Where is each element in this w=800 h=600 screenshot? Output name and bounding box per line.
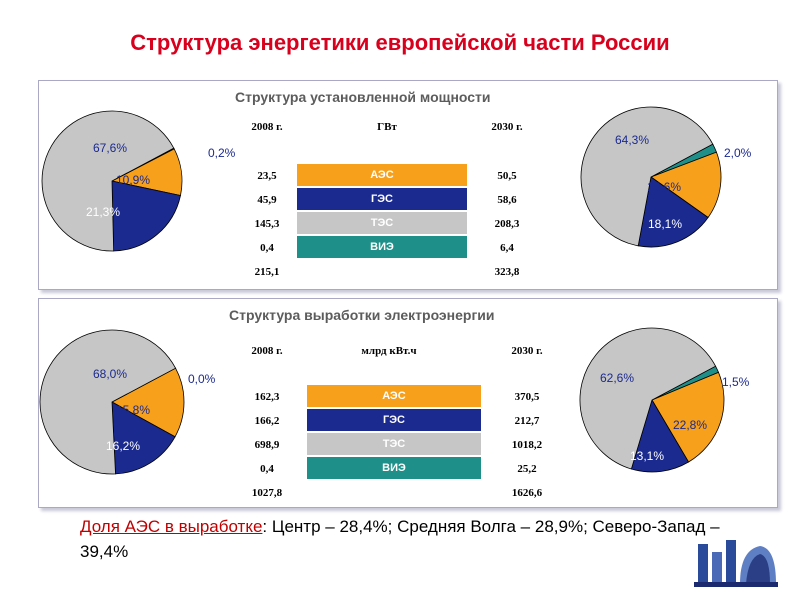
value-2030-vie: 6,4 <box>500 242 514 254</box>
pie-label-ВИЭ: 1,5% <box>722 375 750 389</box>
pie-slice-ТЭС <box>579 327 717 470</box>
pie-slice-ТЭС <box>39 329 177 475</box>
value-2030-ges: 212,7 <box>514 415 540 427</box>
value-2008-aes: 23,5 <box>257 170 277 182</box>
pie-slice-ГЭС <box>111 180 181 252</box>
pie-label-ТЭС: 62,6% <box>600 371 634 385</box>
pie-slice-ГЭС <box>111 401 176 475</box>
value-2008-vie: 0,4 <box>260 242 274 254</box>
pie-label-АЭС: 15,8% <box>116 403 150 417</box>
value-2008-vie: 0,4 <box>260 463 274 475</box>
page-title: Структура энергетики европейской части Р… <box>130 30 670 55</box>
company-logo <box>694 540 778 587</box>
header-2008: 2008 г. <box>251 121 283 133</box>
pie-slice-АЭС <box>111 367 185 438</box>
pie-label-АЭС: 10,9% <box>116 173 150 187</box>
panel-title: Структура выработки электроэнергии <box>229 307 495 323</box>
footer-text: Центр – 28,4%; Средняя Волга – 28,9%; Се… <box>80 517 720 561</box>
value-2008-tes: 145,3 <box>254 218 280 230</box>
legend-band-aes: АЭС <box>307 385 481 407</box>
pie-slice-АЭС <box>650 151 722 219</box>
legend-band-aes: АЭС <box>297 164 467 186</box>
value-2030-ges: 58,6 <box>497 194 517 206</box>
value-2030-vie: 25,2 <box>517 463 537 475</box>
total-2008: 215,1 <box>254 266 280 278</box>
pie-label-ТЭС: 64,3% <box>615 133 649 147</box>
header-2008: 2008 г. <box>251 345 283 357</box>
value-2008-tes: 698,9 <box>254 439 280 451</box>
pie-label-АЭС: 15,6% <box>647 180 681 194</box>
legend-band-vie: ВИЭ <box>297 236 467 258</box>
value-2030-tes: 1018,2 <box>511 439 543 451</box>
value-2008-ges: 45,9 <box>257 194 277 206</box>
pie-slice-АЭС <box>651 371 725 463</box>
legend-band-vie: ВИЭ <box>307 457 481 479</box>
pie-capacity-2030: 2,0% 15,6% 18,1% 64,3% <box>580 106 752 248</box>
value-2030-tes: 208,3 <box>494 218 520 230</box>
footer-lead: Доля АЭС в выработке <box>80 517 263 536</box>
pie-slice-ГЭС <box>637 176 709 248</box>
header-2030: 2030 г. <box>511 345 543 357</box>
header-2030: 2030 г. <box>491 121 523 133</box>
value-2030-aes: 50,5 <box>497 170 517 182</box>
pie-label-ТЭС: 68,0% <box>93 367 127 381</box>
pie-generation-2030: 1,5% 22,8% 13,1% 62,6% <box>579 327 750 473</box>
pie-label-ГЭС: 16,2% <box>106 439 140 453</box>
pie-label-ВИЭ: 0,2% <box>208 146 236 160</box>
value-2030-aes: 370,5 <box>514 391 540 403</box>
footer-note: Доля АЭС в выработке: Центр – 28,4%; Сре… <box>80 514 720 564</box>
pie-slice-ТЭС <box>41 110 175 252</box>
total-2008: 1027,8 <box>251 487 283 499</box>
legend-band-ges: ГЭС <box>307 409 481 431</box>
legend-band-ges: ГЭС <box>297 188 467 210</box>
legend-band-tes: ТЭС <box>297 212 467 234</box>
legend-band-tes: ТЭС <box>307 433 481 455</box>
pie-label-ВИЭ: 0,0% <box>188 372 216 386</box>
total-2030: 1626,6 <box>511 487 543 499</box>
pie-slice-ГЭС <box>630 399 690 473</box>
pie-label-ТЭС: 67,6% <box>93 141 127 155</box>
pie-label-ВИЭ: 2,0% <box>724 146 752 160</box>
header-unit: млрд кВт.ч <box>361 345 417 357</box>
panel-title: Структура установленной мощности <box>235 89 491 105</box>
pie-slice-ТЭС <box>580 106 714 247</box>
pie-generation-2008: 0,0% 15,8% 16,2% 68,0% <box>39 329 216 475</box>
pie-capacity-2008: 0,2% 10,9% 21,3% 67,6% <box>41 110 236 252</box>
value-2008-aes: 162,3 <box>254 391 280 403</box>
pie-label-ГЭС: 18,1% <box>648 217 682 231</box>
total-2030: 323,8 <box>494 266 520 278</box>
value-2008-ges: 166,2 <box>254 415 280 427</box>
pie-label-АЭС: 22,8% <box>673 418 707 432</box>
pie-label-ГЭС: 13,1% <box>630 449 664 463</box>
header-unit: ГВт <box>377 121 397 133</box>
footer-colon: : <box>262 517 268 536</box>
pie-label-ГЭС: 21,3% <box>86 205 120 219</box>
